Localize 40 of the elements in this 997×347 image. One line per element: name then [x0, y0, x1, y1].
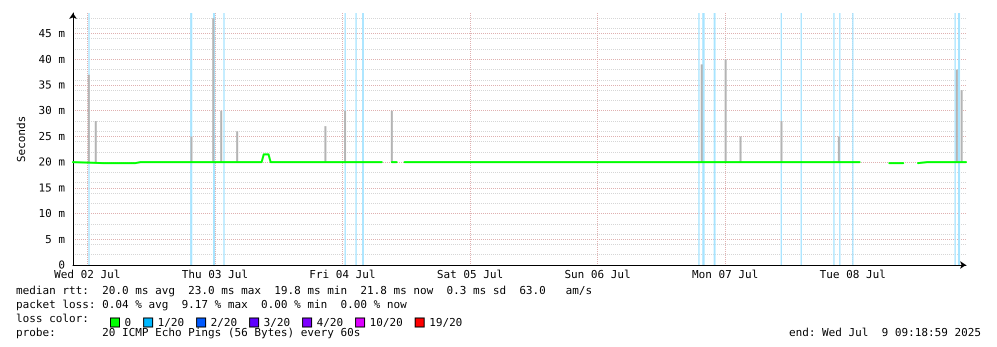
bar	[740, 136, 742, 162]
legend-label: 4/20	[316, 316, 344, 329]
bar	[780, 121, 782, 162]
legend-label: 10/20	[370, 316, 403, 329]
legend-label: 19/20	[429, 316, 462, 329]
bar	[960, 90, 963, 162]
bar	[838, 136, 840, 162]
bar	[94, 121, 97, 162]
bar	[190, 136, 192, 162]
y-tick-label: 45 m	[38, 27, 66, 40]
bar	[390, 110, 393, 162]
legend-label: 3/20	[264, 316, 290, 329]
legend-label: 2/20	[210, 316, 238, 329]
text: median rtt: 20.0 ms avg 23.0 ms max 19.8 ms min 21.8 ms now 0.3 ms sd 63.0 am/s	[16, 284, 592, 297]
legend-label: 1/20	[158, 316, 184, 329]
bar	[324, 126, 326, 162]
y-tick-label: 10 m	[38, 207, 66, 220]
y-axis-title: Seconds	[15, 116, 28, 162]
y-tick-label: 15 m	[38, 181, 66, 194]
y-tick-label: 5 m	[45, 232, 66, 246]
text: packet loss: 0.04 % avg 9.17 % max 0.00 % min 0.00 % now	[16, 298, 408, 311]
x-tick-label: Fri 04 Jul	[309, 268, 376, 281]
x-tick-label: Tue 08 Jul	[820, 268, 886, 281]
y-tick-label: 40 m	[38, 52, 66, 66]
x-tick-label: Sat 05 Jul	[436, 268, 504, 281]
y-tick-label: 25 m	[38, 130, 66, 143]
bar	[344, 110, 346, 162]
text: probe: 20 ICMP Echo Pings (56 Bytes) every 60s	[16, 326, 360, 339]
y-tick-label: 20 m	[38, 156, 66, 169]
x-tick-label: Mon 07 Jul	[692, 268, 758, 281]
bar	[236, 131, 238, 162]
x-tick-label: Thu 03 Jul	[182, 268, 248, 281]
bar	[220, 110, 222, 162]
y-tick-label: 30 m	[38, 104, 66, 118]
text: end: Wed Jul 9 09:18:59 2025	[788, 326, 982, 339]
bar	[724, 59, 727, 162]
legend-title: loss color:	[16, 312, 89, 325]
x-tick-label: Sun 06 Jul	[564, 268, 631, 281]
y-tick-label: 35 m	[38, 78, 66, 92]
legend-label: 0	[124, 316, 132, 329]
